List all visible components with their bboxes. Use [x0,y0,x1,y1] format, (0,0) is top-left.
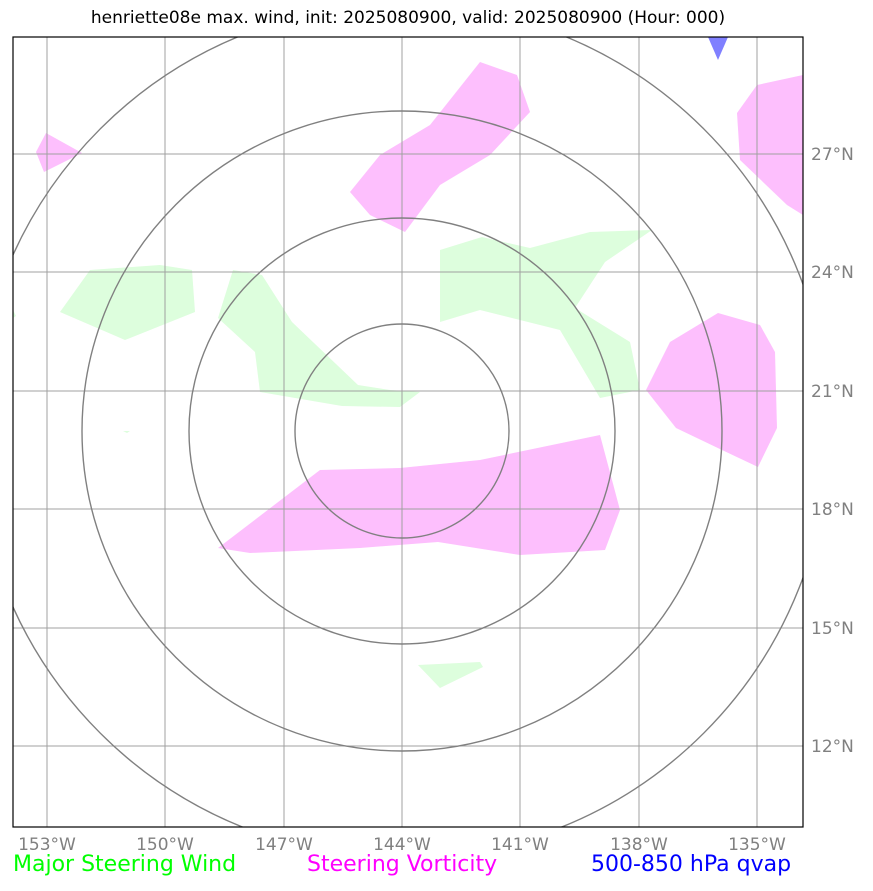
steering-vorticity-area [36,133,82,172]
lat-label: 21°N [811,382,854,402]
legend-steering-wind: Major Steering Wind [13,852,237,877]
range-ring [294,323,510,539]
range-rings [13,37,803,827]
steering-wind-area [440,230,652,398]
qvap-area [708,37,728,60]
lon-label: 144°W [373,835,431,855]
steering-wind-area [123,431,130,433]
lon-label: 153°W [18,835,76,855]
map-area [13,37,803,827]
lat-label: 27°N [811,145,854,165]
map-frame [12,36,804,828]
lon-label: 147°W [255,835,313,855]
lat-labels: 27°N 24°N 21°N 18°N 15°N 12°N [811,145,854,757]
lon-label: 141°W [491,835,549,855]
steering-vorticity-area [350,62,530,232]
legend-steering-vorticity: Steering Vorticity [307,852,498,877]
steering-wind-area [60,265,195,340]
lat-label: 12°N [811,737,854,757]
lat-label: 15°N [811,619,854,639]
steering-wind-area [418,662,483,688]
steering-wind-area [218,270,420,407]
plot-title: henriette08e max. wind, init: 2025080900… [90,8,726,28]
steering-wind-area [13,310,16,318]
graticule [13,37,803,827]
range-ring [188,217,616,645]
legend-qvap: 500-850 hPa qvap [591,852,792,877]
lon-label: 135°W [728,835,786,855]
lon-labels: 153°W 150°W 147°W 144°W 141°W 138°W 135°… [18,835,786,855]
range-ring [81,110,723,752]
lat-label: 18°N [811,500,854,520]
steering-vorticity-area [646,313,777,467]
lon-label: 150°W [136,835,194,855]
lon-label: 138°W [610,835,668,855]
lat-label: 24°N [811,263,854,283]
steering-vorticity-area [737,75,803,215]
